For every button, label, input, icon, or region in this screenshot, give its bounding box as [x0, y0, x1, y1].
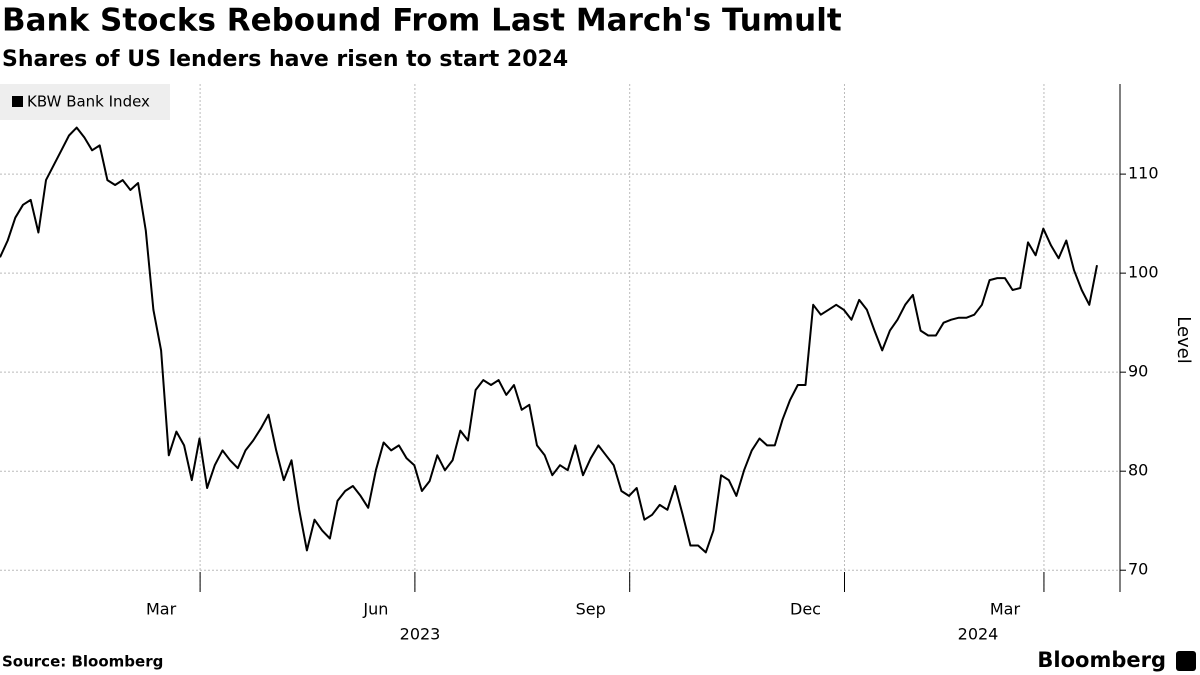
x-tick-label: Jun [362, 600, 388, 619]
y-tick-label: 100 [1128, 263, 1159, 282]
x-tick-label: Mar [990, 600, 1021, 619]
x-year-label: 2024 [958, 625, 999, 644]
legend-box [0, 84, 170, 120]
chart-subtitle: Shares of US lenders have risen to start… [2, 47, 568, 72]
y-tick-label: 110 [1128, 164, 1159, 183]
x-tick-label: Sep [576, 600, 606, 619]
legend-label: KBW Bank Index [27, 93, 150, 111]
y-tick-label: 80 [1128, 461, 1148, 480]
source: Source: Bloomberg [2, 653, 163, 671]
x-year-label: 2023 [400, 625, 441, 644]
brand: Bloomberg [1037, 648, 1166, 672]
y-tick-label: 70 [1128, 560, 1148, 579]
series-line [0, 126, 1098, 554]
brand-icon [1176, 651, 1196, 671]
y-tick-label: 90 [1128, 362, 1148, 381]
x-tick-label: Mar [146, 600, 177, 619]
y-axis-label: Level [1173, 316, 1194, 364]
chart-title: Bank Stocks Rebound From Last March's Tu… [2, 3, 842, 39]
legend-swatch [12, 96, 23, 107]
x-tick-label: Dec [790, 600, 821, 619]
